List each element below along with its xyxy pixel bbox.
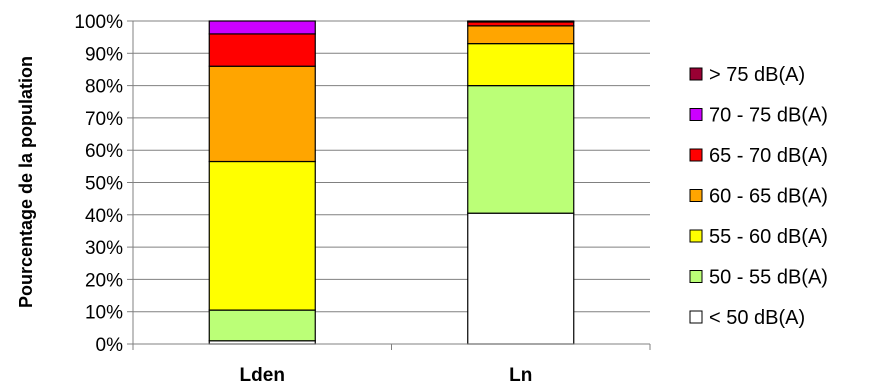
y-tick-label: 50%	[85, 174, 123, 195]
bar-segment-lden-2	[208, 160, 316, 311]
legend-label: 55 - 60 dB(A)	[709, 226, 828, 248]
bar-segment-ln-1	[467, 84, 575, 214]
axes	[132, 21, 651, 350]
bar-segment-ln-2	[467, 43, 575, 87]
bar-segment-ln-0	[467, 212, 575, 345]
x-category-label: Lden	[240, 365, 285, 386]
y-tick-label: 70%	[85, 109, 123, 130]
legend-swatch	[689, 310, 703, 324]
y-tick-label: 20%	[85, 270, 123, 291]
bars	[208, 20, 575, 345]
y-tick-label: 80%	[85, 77, 123, 98]
y-tick-label: 90%	[85, 44, 123, 65]
legend-swatch	[689, 189, 703, 202]
y-tick-label: 0%	[96, 335, 124, 356]
legend-label: 50 - 55 dB(A)	[709, 267, 828, 289]
bar-segment-lden-3	[208, 65, 316, 163]
legend-label: 60 - 65 dB(A)	[709, 186, 828, 208]
y-tick-label: 40%	[85, 206, 123, 227]
bar-segment-lden-5	[208, 20, 316, 35]
x-category-label: Ln	[509, 365, 532, 386]
bar-segment-lden-4	[208, 33, 316, 67]
bar-segment-lden-1	[208, 309, 316, 342]
y-tick-label: 60%	[85, 141, 123, 162]
y-axis-ticks: 0% 10% 20% 30% 40% 50% 60% 70% 80% 90% 100%	[74, 12, 133, 356]
legend: > 75 dB(A) 70 - 75 dB(A) 65 - 70 dB(A) 60 -…	[689, 64, 828, 329]
y-tick-label: 100%	[74, 12, 123, 33]
x-axis-categories: Lden Ln	[240, 365, 533, 386]
bar-segment-ln-3	[467, 25, 575, 45]
y-axis-label: Pourcentage de la population	[16, 56, 36, 308]
legend-label: < 50 dB(A)	[709, 307, 805, 329]
legend-label: 65 - 70 dB(A)	[709, 145, 828, 167]
legend-swatch	[689, 270, 703, 283]
y-tick-label: 10%	[85, 303, 123, 324]
legend-swatch	[689, 148, 703, 162]
legend-label: 70 - 75 dB(A)	[709, 105, 828, 127]
bar-segment-ln-5	[467, 20, 575, 23]
legend-swatch	[689, 67, 703, 81]
legend-swatch	[689, 108, 703, 121]
y-tick-label: 30%	[85, 238, 123, 259]
legend-label: > 75 dB(A)	[709, 64, 805, 86]
legend-swatch	[689, 229, 703, 243]
